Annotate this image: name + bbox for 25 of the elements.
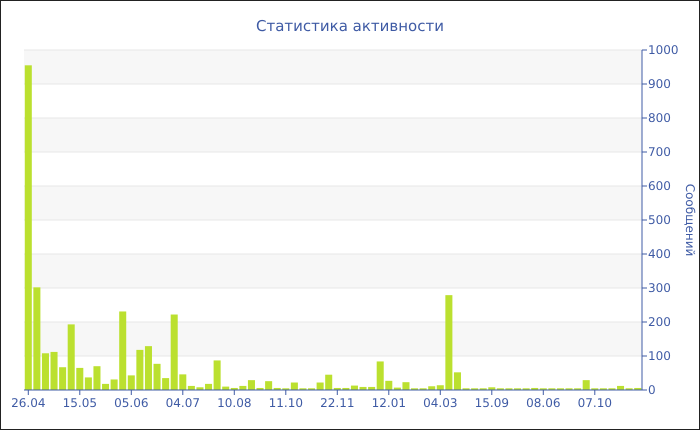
x-tick-label: 04.03	[423, 396, 458, 410]
x-tick-label: 04.07	[166, 396, 200, 410]
y-tick-label: 0	[648, 383, 656, 397]
chart-title: Статистика активности	[256, 17, 444, 35]
x-tick-label: 12.01	[372, 396, 406, 410]
y-axis-title: Сообщений	[683, 184, 697, 256]
y-tick-label: 800	[648, 111, 671, 125]
x-tick-label: 08.06	[526, 396, 560, 410]
x-tick-label: 05.06	[114, 396, 148, 410]
x-tick-label: 22.11	[320, 396, 354, 410]
y-tick-label: 700	[648, 145, 671, 159]
x-tick-label: 15.05	[62, 396, 97, 410]
x-tick-label: 10.08	[217, 396, 252, 410]
y-tick-label: 100	[648, 349, 671, 363]
y-tick-label: 500	[648, 213, 671, 227]
y-tick-label: 900	[648, 77, 671, 91]
y-tick-label: 600	[648, 179, 671, 193]
y-tick-label: 300	[648, 281, 671, 295]
x-tick-label: 11.10	[268, 396, 303, 410]
x-tick-label: 07.10	[578, 396, 612, 410]
x-tick-label: 15.09	[474, 396, 509, 410]
y-tick-label: 200	[648, 315, 671, 329]
y-tick-label: 400	[648, 247, 671, 261]
y-tick-label: 1000	[648, 43, 679, 57]
x-tick-label: 26.04	[11, 396, 46, 410]
